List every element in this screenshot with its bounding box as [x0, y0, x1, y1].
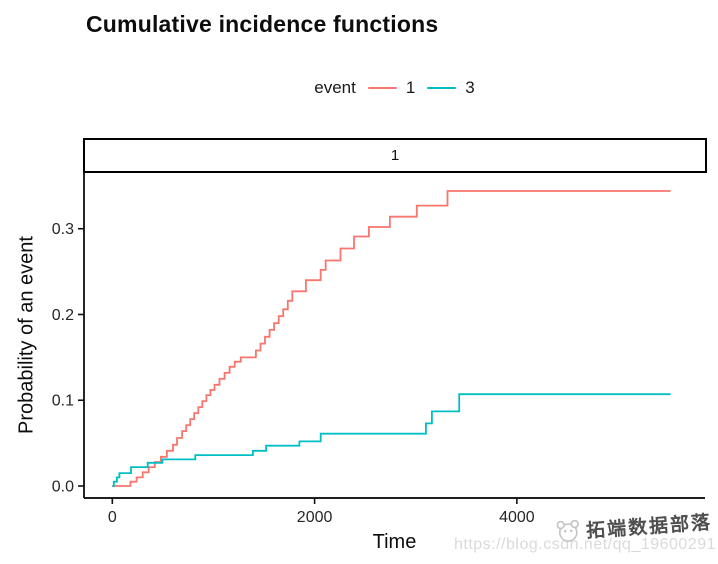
legend-label-event-1: 1 — [405, 78, 416, 97]
chart-title: Cumulative incidence functions — [86, 11, 439, 37]
legend-title: event — [314, 78, 356, 97]
event-3-curve — [112, 393, 671, 487]
y-tick-label: 0.1 — [52, 393, 74, 410]
y-tick-label: 0.3 — [52, 221, 74, 238]
legend-item-event-3: 3 — [427, 78, 475, 98]
watermark: 拓端数据部落 — [553, 507, 713, 546]
legend: event 1 3 — [84, 76, 705, 100]
event-1-curve — [112, 190, 671, 487]
x-axis-title: Time — [372, 531, 417, 553]
watermark-url: https://blog.csdn.net/qq_19600291 — [453, 536, 716, 553]
facet-strip-label: 1 — [390, 147, 400, 164]
legend-swatch-1 — [427, 86, 457, 90]
y-tick-label: 0.0 — [52, 478, 74, 495]
x-tick-label: 0 — [108, 509, 117, 526]
x-tick-label: 2000 — [297, 509, 333, 526]
legend-label-event-3: 3 — [465, 78, 475, 97]
legend-item-event-1: 1 — [367, 78, 416, 98]
watermark-logo-icon — [556, 519, 579, 542]
facet-strip: 1 — [83, 138, 707, 173]
y-tick-label: 0.2 — [52, 307, 74, 324]
x-tick-label: 4000 — [499, 509, 535, 526]
legend-swatch-0 — [367, 86, 397, 90]
y-axis-title: Probability of an event — [15, 236, 38, 434]
